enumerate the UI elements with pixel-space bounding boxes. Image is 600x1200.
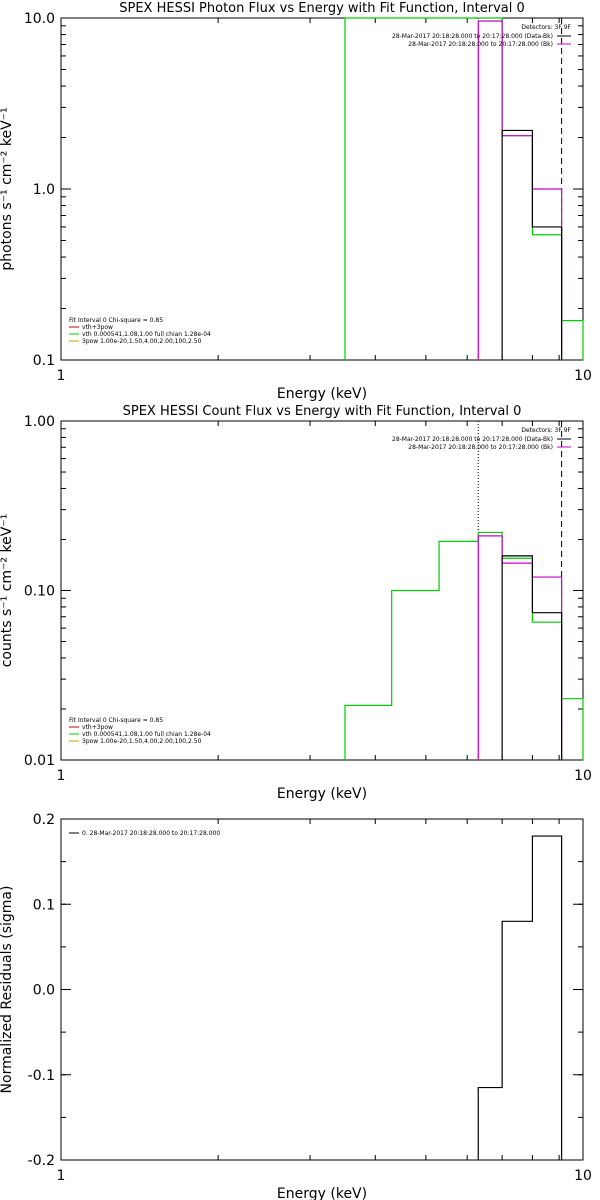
plot-frame xyxy=(60,818,584,1161)
legend-entry: 3pow 1.00e-20,1.50,4.00,2.00,100,2.50 xyxy=(82,338,202,345)
x-tick-label: 10 xyxy=(574,368,592,384)
info-line2: 28-Mar-2017 20:18:28.000 to 20:17:28.000… xyxy=(408,41,553,48)
x-tick-label: 1 xyxy=(57,768,66,784)
y-tick-label: 10.0 xyxy=(24,11,55,27)
legend-entry: 0. 28-Mar-2017 20:18:28.000 to 20:17:28.… xyxy=(82,830,220,837)
data-series-2 xyxy=(501,555,563,760)
y-tick-label: -0.2 xyxy=(28,1153,55,1169)
x-tick-label: 1 xyxy=(57,1168,66,1184)
info-line1: 28-Mar-2017 20:18:28.000 to 20:17:28.000… xyxy=(392,436,553,443)
data-series-1 xyxy=(477,20,563,360)
legend-entry: vth+3pow xyxy=(82,324,113,331)
info-detectors: Detectors: 3F 9F xyxy=(521,24,571,31)
y-axis-label: photons s⁻¹ cm⁻² keV⁻¹ xyxy=(0,107,15,270)
legend-entry: vth+3pow xyxy=(82,724,113,731)
y-tick-label: 0.1 xyxy=(33,897,55,913)
y-tick-label: 0.1 xyxy=(33,353,55,369)
plot-frame xyxy=(60,17,584,361)
y-tick-label: 0.0 xyxy=(33,983,55,999)
info-line1: 28-Mar-2017 20:18:28.000 to 20:17:28.000… xyxy=(392,33,553,40)
x-tick-label: 1 xyxy=(57,368,66,384)
data-series-0 xyxy=(477,835,563,1160)
legend-header: Fit Interval 0 Chi-square = 0.85 xyxy=(69,717,163,724)
y-tick-label: 0.10 xyxy=(24,584,55,600)
chart-residuals: 1 10 Energy (keV) -0.2 -0.1 0.0 0.1 0.2 Normaliz… xyxy=(0,812,592,1200)
x-axis-label: Energy (keV) xyxy=(277,386,367,402)
y-axis-label: Normalized Residuals (sigma) xyxy=(0,886,15,1094)
plot-frame xyxy=(60,420,584,761)
y-tick-label: -0.1 xyxy=(28,1068,55,1084)
x-axis-label: Energy (keV) xyxy=(277,1186,367,1200)
data-series-1 xyxy=(477,535,563,760)
chart-photon: SPEX HESSI Photon Flux vs Energy with Fi… xyxy=(0,1,592,402)
info-detectors: Detectors: 3F 9F xyxy=(521,427,571,434)
chart-title: SPEX HESSI Photon Flux vs Energy with Fi… xyxy=(119,1,525,16)
y-tick-label: 1.00 xyxy=(24,414,55,430)
legend-header: Fit Interval 0 Chi-square = 0.85 xyxy=(69,317,163,324)
chart-count: SPEX HESSI Count Flux vs Energy with Fit… xyxy=(0,404,592,802)
legend-entry: vth 0.000541,1.08,1.00 full chian 1.28e-… xyxy=(82,731,211,738)
x-tick-label: 10 xyxy=(574,1168,592,1184)
x-axis-label: Energy (keV) xyxy=(277,786,367,802)
legend-entry: 3pow 1.00e-20,1.50,4.00,2.00,100,2.50 xyxy=(82,738,202,745)
y-axis-label: counts s⁻¹ cm⁻² keV⁻¹ xyxy=(0,514,15,668)
data-series-2 xyxy=(501,129,563,360)
data-series-0 xyxy=(344,531,584,760)
chart-title: SPEX HESSI Count Flux vs Energy with Fit… xyxy=(123,404,522,419)
x-tick-label: 10 xyxy=(574,768,592,784)
y-tick-label: 0.01 xyxy=(24,753,55,769)
y-tick-label: 0.2 xyxy=(33,812,55,828)
y-tick-label: 1.0 xyxy=(33,182,55,198)
legend-entry: vth 0.000541,1.08,1.00 full chian 1.28e-… xyxy=(82,331,211,338)
info-line2: 28-Mar-2017 20:18:28.000 to 20:17:28.000… xyxy=(408,444,553,451)
